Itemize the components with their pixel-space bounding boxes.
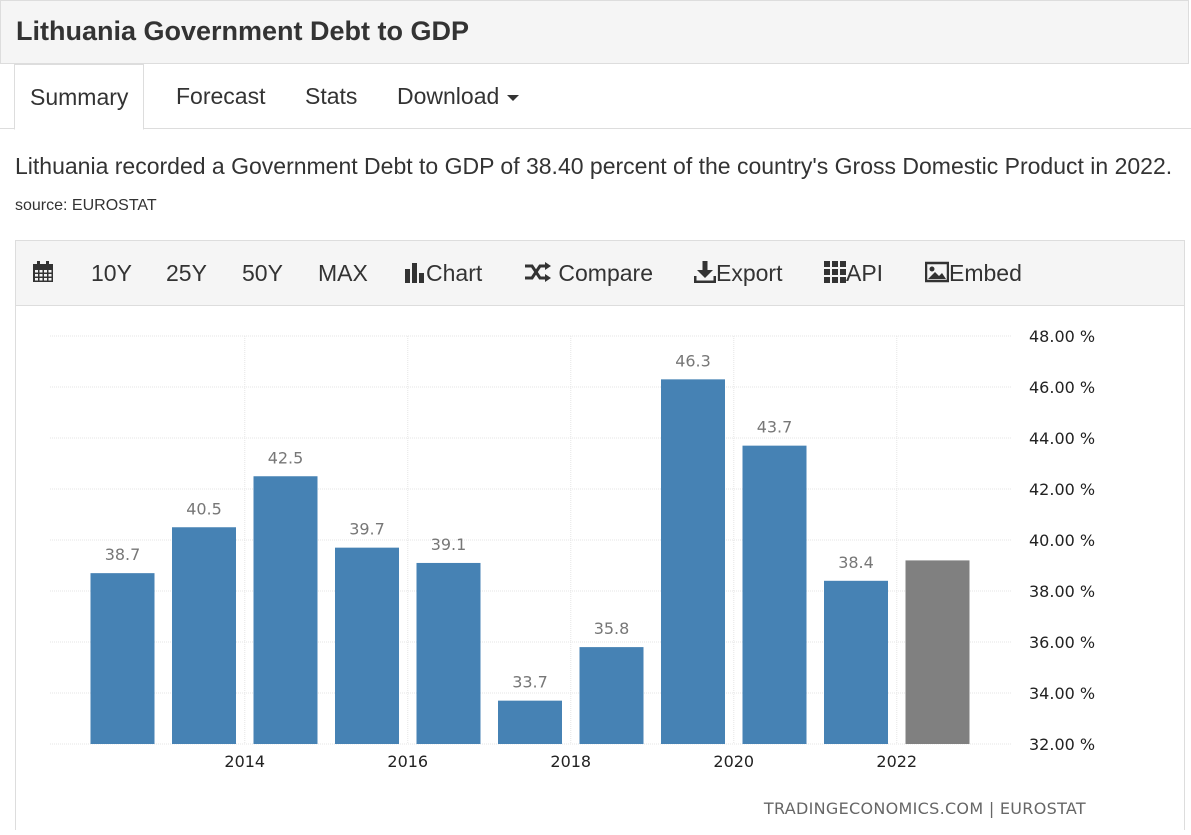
data-label: 33.7 xyxy=(512,673,548,692)
tab-summary[interactable]: Summary xyxy=(14,64,145,130)
y-tick-label: 36.00 % xyxy=(1029,633,1095,652)
image-icon xyxy=(924,261,950,283)
tab-bar: Summary Forecast Stats Download xyxy=(0,64,1191,130)
tab-stats[interactable]: Stats xyxy=(305,64,357,129)
y-tick-label: 44.00 % xyxy=(1029,429,1095,448)
bar-chart-icon xyxy=(405,262,424,283)
embed-button[interactable]: Embed xyxy=(924,241,1022,305)
data-label: 38.7 xyxy=(105,545,141,564)
shuffle-icon xyxy=(525,261,551,282)
y-tick-label: 48.00 % xyxy=(1029,327,1095,346)
tab-download[interactable]: Download xyxy=(397,64,520,129)
export-label: Export xyxy=(716,260,783,286)
compare-label: Compare xyxy=(558,260,653,286)
title-bar: Lithuania Government Debt to GDP xyxy=(0,0,1189,64)
api-label: API xyxy=(846,260,884,286)
range-10y-button[interactable]: 10Y xyxy=(91,260,132,286)
chart-type-button[interactable]: Chart xyxy=(404,241,482,305)
export-button[interactable]: Export xyxy=(693,241,783,305)
chart-area: 38.7 40.5 42.5 39.7 39.1 33.7 35.8 46.3 43.7 38.4… xyxy=(15,306,1185,830)
bar[interactable] xyxy=(172,527,236,744)
caret-down-icon xyxy=(507,94,520,101)
y-tick-label: 34.00 % xyxy=(1029,684,1095,703)
tab-forecast-label: Forecast xyxy=(176,83,266,109)
bar-chart[interactable]: 38.7 40.5 42.5 39.7 39.1 33.7 35.8 46.3 43.7 38.4… xyxy=(16,306,1184,830)
data-label: 42.5 xyxy=(268,448,304,467)
page-title: Lithuania Government Debt to GDP xyxy=(16,16,470,46)
api-button[interactable]: API xyxy=(824,241,883,305)
tab-forecast[interactable]: Forecast xyxy=(176,64,265,129)
data-label: 46.3 xyxy=(675,351,711,370)
tab-stats-label: Stats xyxy=(305,83,358,109)
summary-source: source: EUROSTAT xyxy=(15,197,157,214)
chart-type-label: Chart xyxy=(426,260,483,286)
download-icon xyxy=(693,260,717,284)
data-label: 39.7 xyxy=(349,520,385,539)
bar[interactable] xyxy=(335,547,399,744)
bar[interactable] xyxy=(742,445,807,744)
calendar-button[interactable] xyxy=(32,241,54,305)
summary-paragraph: Lithuania recorded a Government Debt to … xyxy=(15,148,1191,224)
y-tick-label: 46.00 % xyxy=(1029,378,1095,397)
data-label: 35.8 xyxy=(594,619,630,638)
bar[interactable] xyxy=(905,560,970,744)
calendar-icon xyxy=(33,260,53,282)
x-tick-label: 2022 xyxy=(876,752,917,771)
x-tick-label: 2020 xyxy=(713,752,754,771)
summary-text: Lithuania recorded a Government Debt to … xyxy=(15,153,1173,179)
embed-label: Embed xyxy=(949,260,1022,286)
y-tick-label: 42.00 % xyxy=(1029,480,1095,499)
tab-summary-label: Summary xyxy=(30,84,129,110)
data-label: 39.1 xyxy=(431,535,467,554)
compare-button[interactable]: Compare xyxy=(524,241,653,305)
bar[interactable] xyxy=(498,700,562,744)
bar[interactable] xyxy=(253,476,318,744)
chart-toolbar: 10Y 25Y 50Y MAX Chart Compare Export API xyxy=(15,240,1185,306)
tab-download-label: Download xyxy=(397,83,500,109)
x-tick-label: 2016 xyxy=(387,752,428,771)
range-max-button[interactable]: MAX xyxy=(318,260,368,286)
data-label: 40.5 xyxy=(186,499,222,518)
chart-credit: TRADINGECONOMICS.COM | EUROSTAT xyxy=(763,799,1086,818)
range-25y-button[interactable]: 25Y xyxy=(166,260,207,286)
y-tick-label: 38.00 % xyxy=(1029,582,1095,601)
bar[interactable] xyxy=(661,379,725,744)
y-tick-label: 40.00 % xyxy=(1029,531,1095,550)
data-label: 43.7 xyxy=(757,418,793,437)
range-50y-button[interactable]: 50Y xyxy=(242,260,283,286)
x-tick-label: 2018 xyxy=(550,752,591,771)
bar[interactable] xyxy=(824,580,888,744)
x-tick-label: 2014 xyxy=(224,752,265,771)
bar[interactable] xyxy=(579,647,644,744)
bar[interactable] xyxy=(416,562,481,744)
bar[interactable] xyxy=(90,573,155,744)
y-tick-label: 32.00 % xyxy=(1029,735,1095,754)
grid-icon xyxy=(824,260,846,283)
data-label: 38.4 xyxy=(838,553,874,572)
